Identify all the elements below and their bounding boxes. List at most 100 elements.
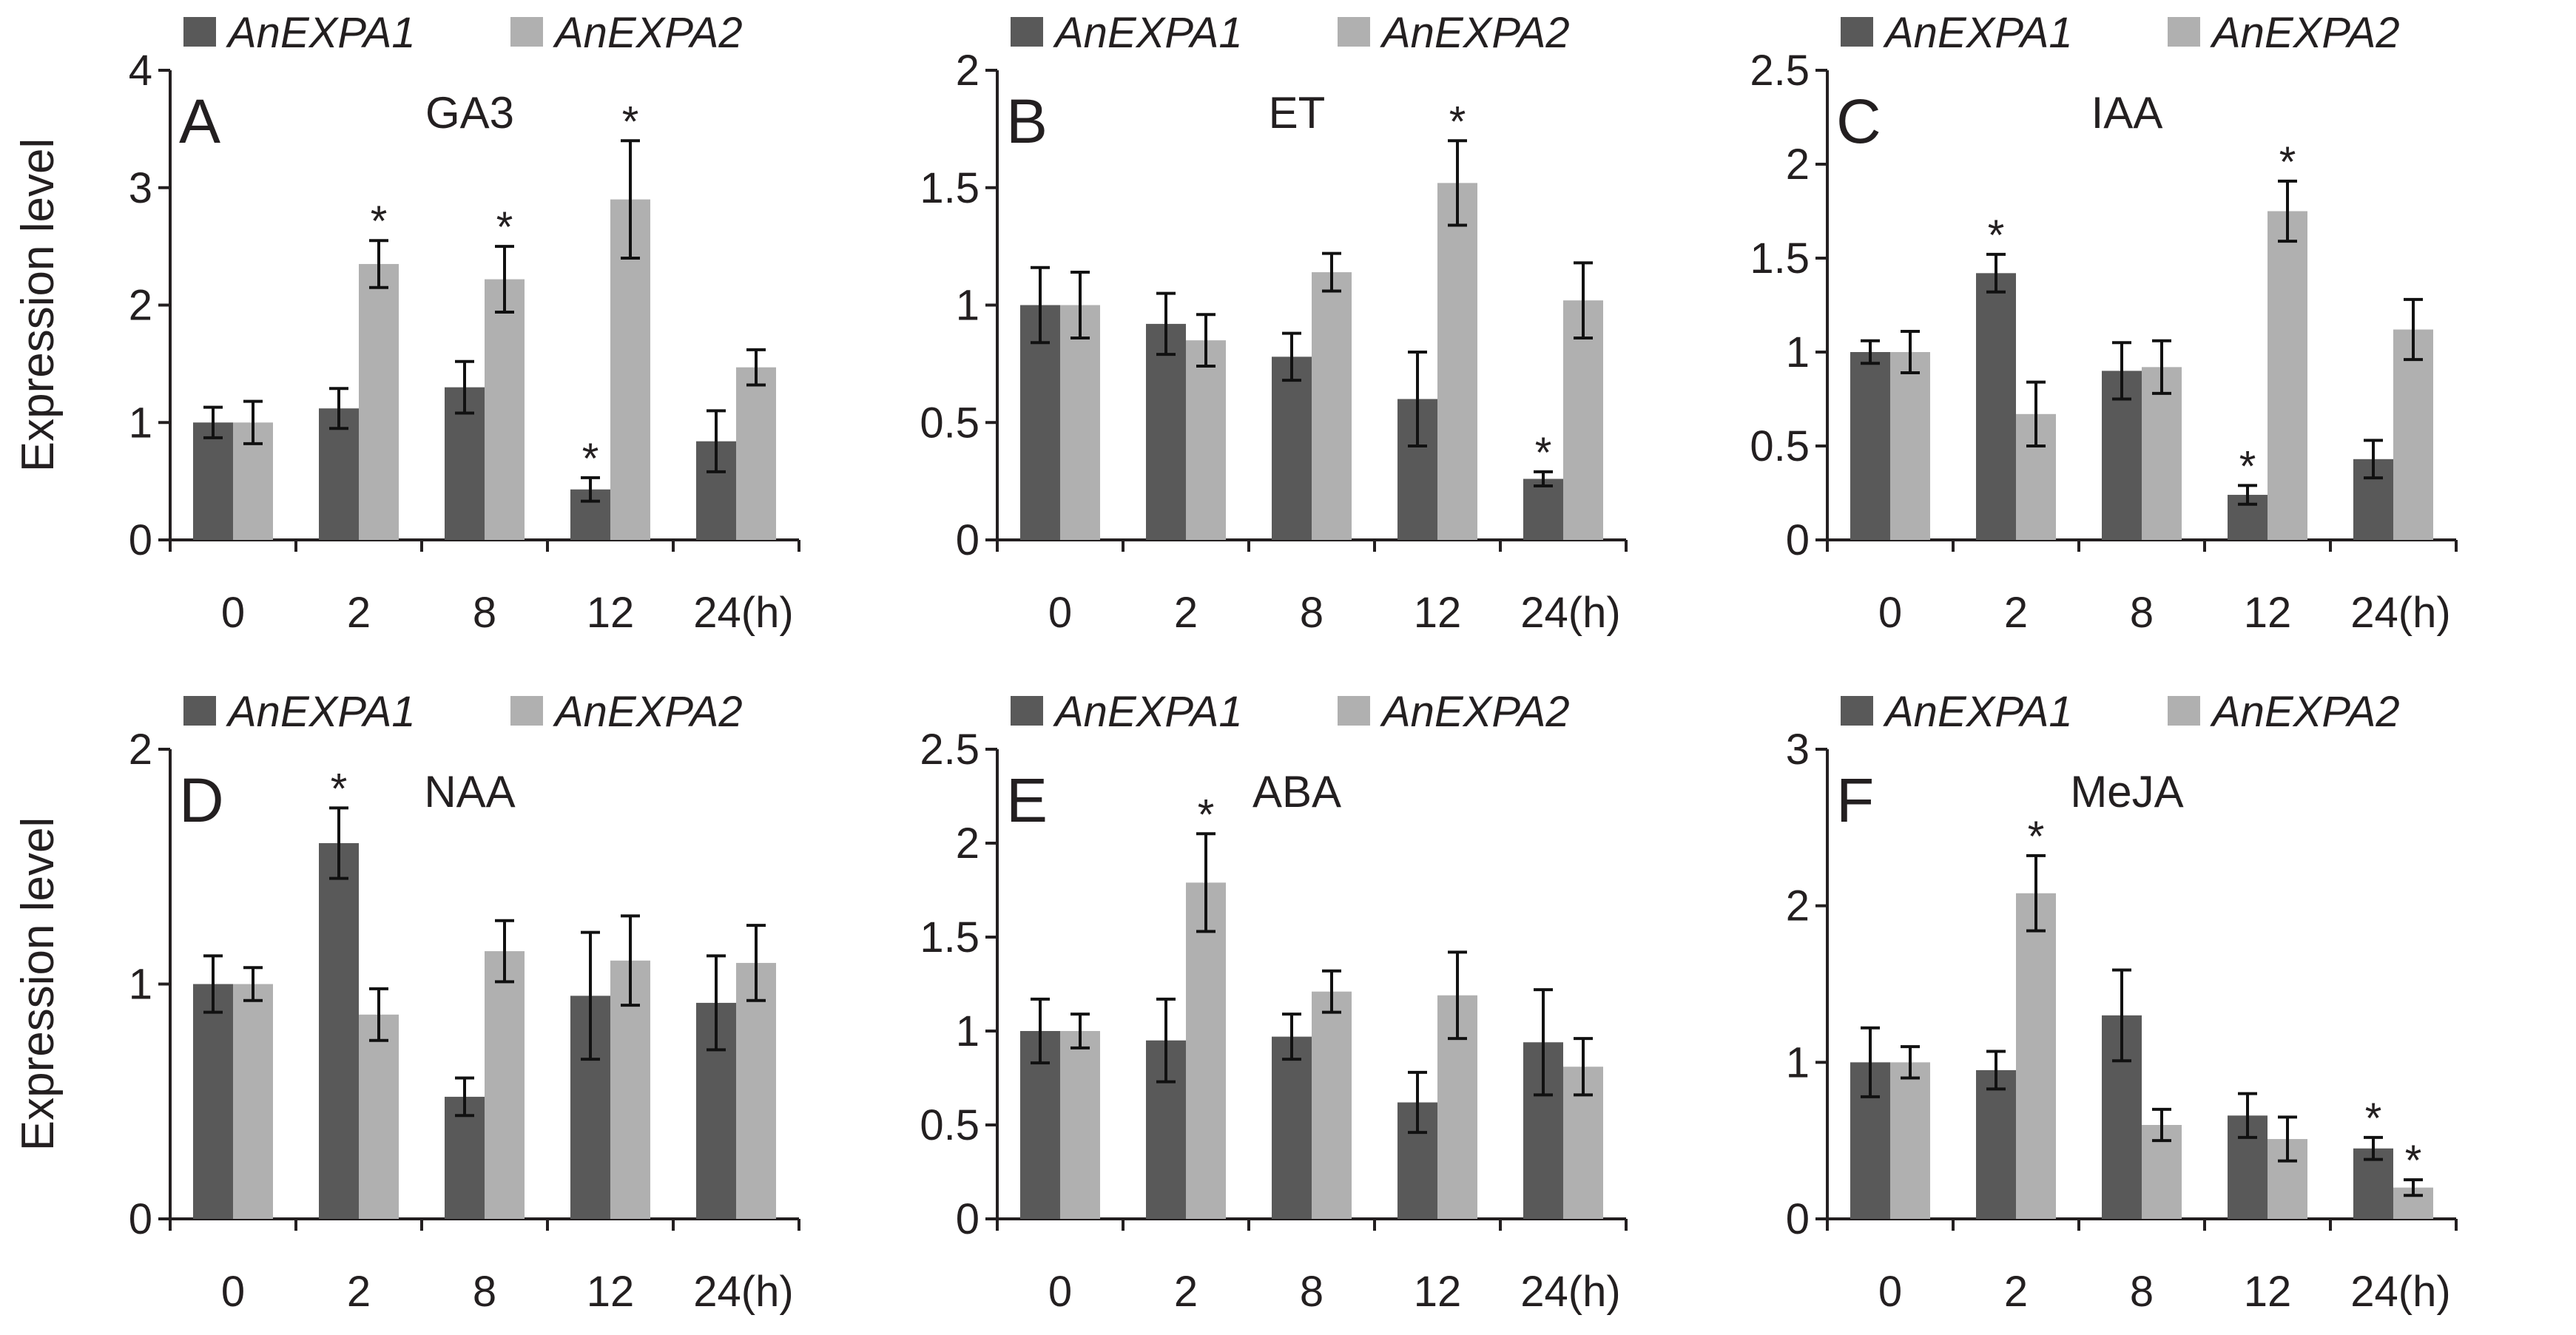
- x-tick-label: 24(h): [693, 589, 793, 637]
- x-tick-label: 0: [1878, 1268, 1902, 1316]
- panel-letter: A: [179, 87, 220, 156]
- legend-swatch-anexpa1: [183, 696, 216, 726]
- x-tick-label: 8: [2130, 1268, 2154, 1316]
- x-tick-label: 2: [1174, 1268, 1198, 1316]
- bar-anexpa2-12: [2268, 211, 2307, 540]
- y-tick-label: 0: [956, 516, 980, 564]
- y-tick-label: 0: [129, 516, 152, 564]
- bar-anexpa2-8: [485, 279, 525, 540]
- bar-anexpa1-0: [1850, 352, 1890, 540]
- bar-anexpa2-2: [1186, 882, 1226, 1219]
- legend-label-anexpa2: AnEXPA2: [553, 688, 743, 736]
- bar-anexpa2-0: [233, 984, 273, 1219]
- y-tick-label: 3: [1786, 726, 1810, 774]
- x-tick-label: 2: [347, 589, 371, 637]
- y-tick-label: 2: [956, 47, 980, 95]
- legend-swatch-anexpa2: [510, 17, 543, 47]
- bar-anexpa1-2: [1976, 273, 2016, 540]
- bar-anexpa1-8: [1272, 356, 1312, 540]
- legend-swatch-anexpa2: [1338, 696, 1370, 726]
- y-tick-label: 1: [129, 399, 152, 447]
- legend-label-anexpa1: AnEXPA1: [226, 9, 416, 57]
- x-tick-label: 12: [587, 1268, 635, 1316]
- bar-anexpa2-2: [359, 1014, 399, 1219]
- y-tick-label: 1: [956, 282, 980, 330]
- bar-anexpa1-0: [1020, 305, 1060, 540]
- bar-anexpa2-24h: [1563, 300, 1603, 540]
- panel-letter: C: [1836, 87, 1881, 156]
- y-tick-label: 1.5: [920, 913, 980, 961]
- bar-anexpa1-8: [445, 1096, 485, 1219]
- significance-star: *: [2028, 813, 2045, 861]
- legend-swatch-anexpa2: [2168, 17, 2200, 47]
- bar-anexpa1-2: [319, 843, 359, 1219]
- bar-anexpa2-8: [2142, 367, 2182, 540]
- bar-anexpa1-0: [193, 422, 233, 540]
- significance-star: *: [1449, 98, 1466, 146]
- y-tick-label: 2: [1786, 141, 1810, 189]
- y-tick-label: 1.5: [920, 164, 980, 212]
- bar-anexpa2-8: [485, 951, 525, 1219]
- significance-star: *: [496, 203, 513, 251]
- bar-anexpa1-0: [193, 984, 233, 1219]
- x-tick-label: 8: [473, 589, 496, 637]
- x-tick-label: 12: [2244, 589, 2292, 637]
- x-tick-label: 12: [587, 589, 635, 637]
- bar-anexpa1-24h: [1523, 479, 1563, 540]
- legend-swatch-anexpa2: [2168, 696, 2200, 726]
- x-tick-label: 0: [221, 589, 245, 637]
- x-tick-label: 0: [1048, 1268, 1072, 1316]
- y-tick-label: 0: [956, 1195, 980, 1243]
- y-tick-label: 0: [129, 1195, 152, 1243]
- x-tick-label: 12: [1414, 1268, 1462, 1316]
- significance-star: *: [2279, 138, 2296, 186]
- bar-anexpa2-0: [1060, 305, 1100, 540]
- legend-swatch-anexpa1: [1841, 696, 1873, 726]
- x-tick-label: 12: [1414, 589, 1462, 637]
- significance-star: *: [371, 197, 388, 246]
- legend-label-anexpa2: AnEXPA2: [1380, 9, 1570, 57]
- y-tick-label: 1.5: [1750, 234, 1810, 283]
- y-axis-label: Expression level: [13, 138, 64, 472]
- y-tick-label: 2: [956, 819, 980, 868]
- x-tick-label: 0: [221, 1268, 245, 1316]
- bar-anexpa1-8: [1272, 1036, 1312, 1219]
- bar-anexpa2-8: [1312, 991, 1352, 1219]
- y-tick-label: 0: [1786, 516, 1810, 564]
- y-tick-label: 1: [956, 1007, 980, 1055]
- legend-swatch-anexpa1: [183, 17, 216, 47]
- y-tick-label: 1: [1786, 1038, 1810, 1086]
- legend-label-anexpa1: AnEXPA1: [226, 688, 416, 736]
- legend-swatch-anexpa2: [1338, 17, 1370, 47]
- panel-letter: F: [1836, 765, 1874, 835]
- panel-title: ABA: [1252, 767, 1341, 817]
- y-tick-label: 1: [129, 961, 152, 1009]
- x-tick-label: 24(h): [1520, 1268, 1620, 1316]
- y-tick-label: 4: [129, 47, 152, 95]
- legend-swatch-anexpa1: [1011, 696, 1043, 726]
- panel-title: IAA: [2091, 88, 2163, 138]
- legend-swatch-anexpa1: [1841, 17, 1873, 47]
- y-tick-label: 0: [1786, 1195, 1810, 1243]
- y-tick-label: 2.5: [1750, 47, 1810, 95]
- bar-anexpa2-2: [1186, 340, 1226, 540]
- legend-swatch-anexpa1: [1011, 17, 1043, 47]
- significance-star: *: [331, 765, 348, 813]
- x-tick-label: 2: [2004, 589, 2028, 637]
- panel-b: 0 0.5 1 1.5 2 0 2 8 12 24(h) * * B ET AnEXPA1 AnEXPA2: [920, 9, 1628, 637]
- significance-star: *: [1535, 429, 1552, 477]
- y-tick-label: 0.5: [920, 1101, 980, 1149]
- significance-star: *: [2239, 442, 2256, 490]
- legend-label-anexpa1: AnEXPA1: [1883, 688, 2073, 736]
- bar-anexpa1-2: [1146, 323, 1186, 540]
- panel-title: ET: [1269, 88, 1326, 138]
- legend-label-anexpa1: AnEXPA1: [1053, 688, 1243, 736]
- bar-anexpa2-12: [1437, 183, 1477, 540]
- y-tick-label: 2: [129, 726, 152, 774]
- bar-anexpa2-2: [359, 263, 399, 540]
